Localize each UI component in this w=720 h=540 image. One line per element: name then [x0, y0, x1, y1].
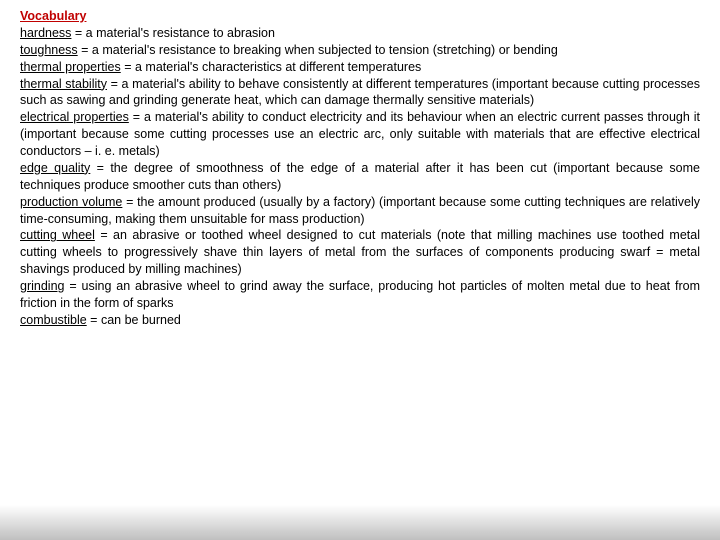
entry-edge-quality: edge quality = the degree of smoothness … [20, 160, 700, 194]
vocabulary-content: Vocabulary hardness = a material's resis… [20, 8, 700, 329]
definition: = the degree of smoothness of the edge o… [20, 161, 700, 192]
entry-hardness: hardness = a material's resistance to ab… [20, 25, 700, 42]
entry-electrical-properties: electrical properties = a material's abi… [20, 109, 700, 160]
term: thermal properties [20, 60, 121, 74]
vocabulary-title: Vocabulary [20, 8, 700, 25]
term: electrical properties [20, 110, 129, 124]
definition: = can be burned [87, 313, 181, 327]
definition: = the amount produced (usually by a fact… [20, 195, 700, 226]
entry-thermal-properties: thermal properties = a material's charac… [20, 59, 700, 76]
entry-thermal-stability: thermal stability = a material's ability… [20, 76, 700, 110]
term: hardness [20, 26, 71, 40]
term: cutting wheel [20, 228, 95, 242]
definition: = a material's ability to behave consist… [20, 77, 700, 108]
entry-cutting-wheel: cutting wheel = an abrasive or toothed w… [20, 227, 700, 278]
definition: = a material's characteristics at differ… [121, 60, 422, 74]
entry-grinding: grinding = using an abrasive wheel to gr… [20, 278, 700, 312]
definition: = using an abrasive wheel to grind away … [20, 279, 700, 310]
term: toughness [20, 43, 78, 57]
definition: = an abrasive or toothed wheel designed … [20, 228, 700, 276]
term: production volume [20, 195, 122, 209]
term: combustible [20, 313, 87, 327]
term: grinding [20, 279, 64, 293]
bottom-shadow [0, 505, 720, 540]
entry-toughness: toughness = a material's resistance to b… [20, 42, 700, 59]
definition: = a material's resistance to breaking wh… [78, 43, 558, 57]
entry-production-volume: production volume = the amount produced … [20, 194, 700, 228]
term: edge quality [20, 161, 90, 175]
definition: = a material's resistance to abrasion [71, 26, 275, 40]
term: thermal stability [20, 77, 107, 91]
entry-combustible: combustible = can be burned [20, 312, 700, 329]
